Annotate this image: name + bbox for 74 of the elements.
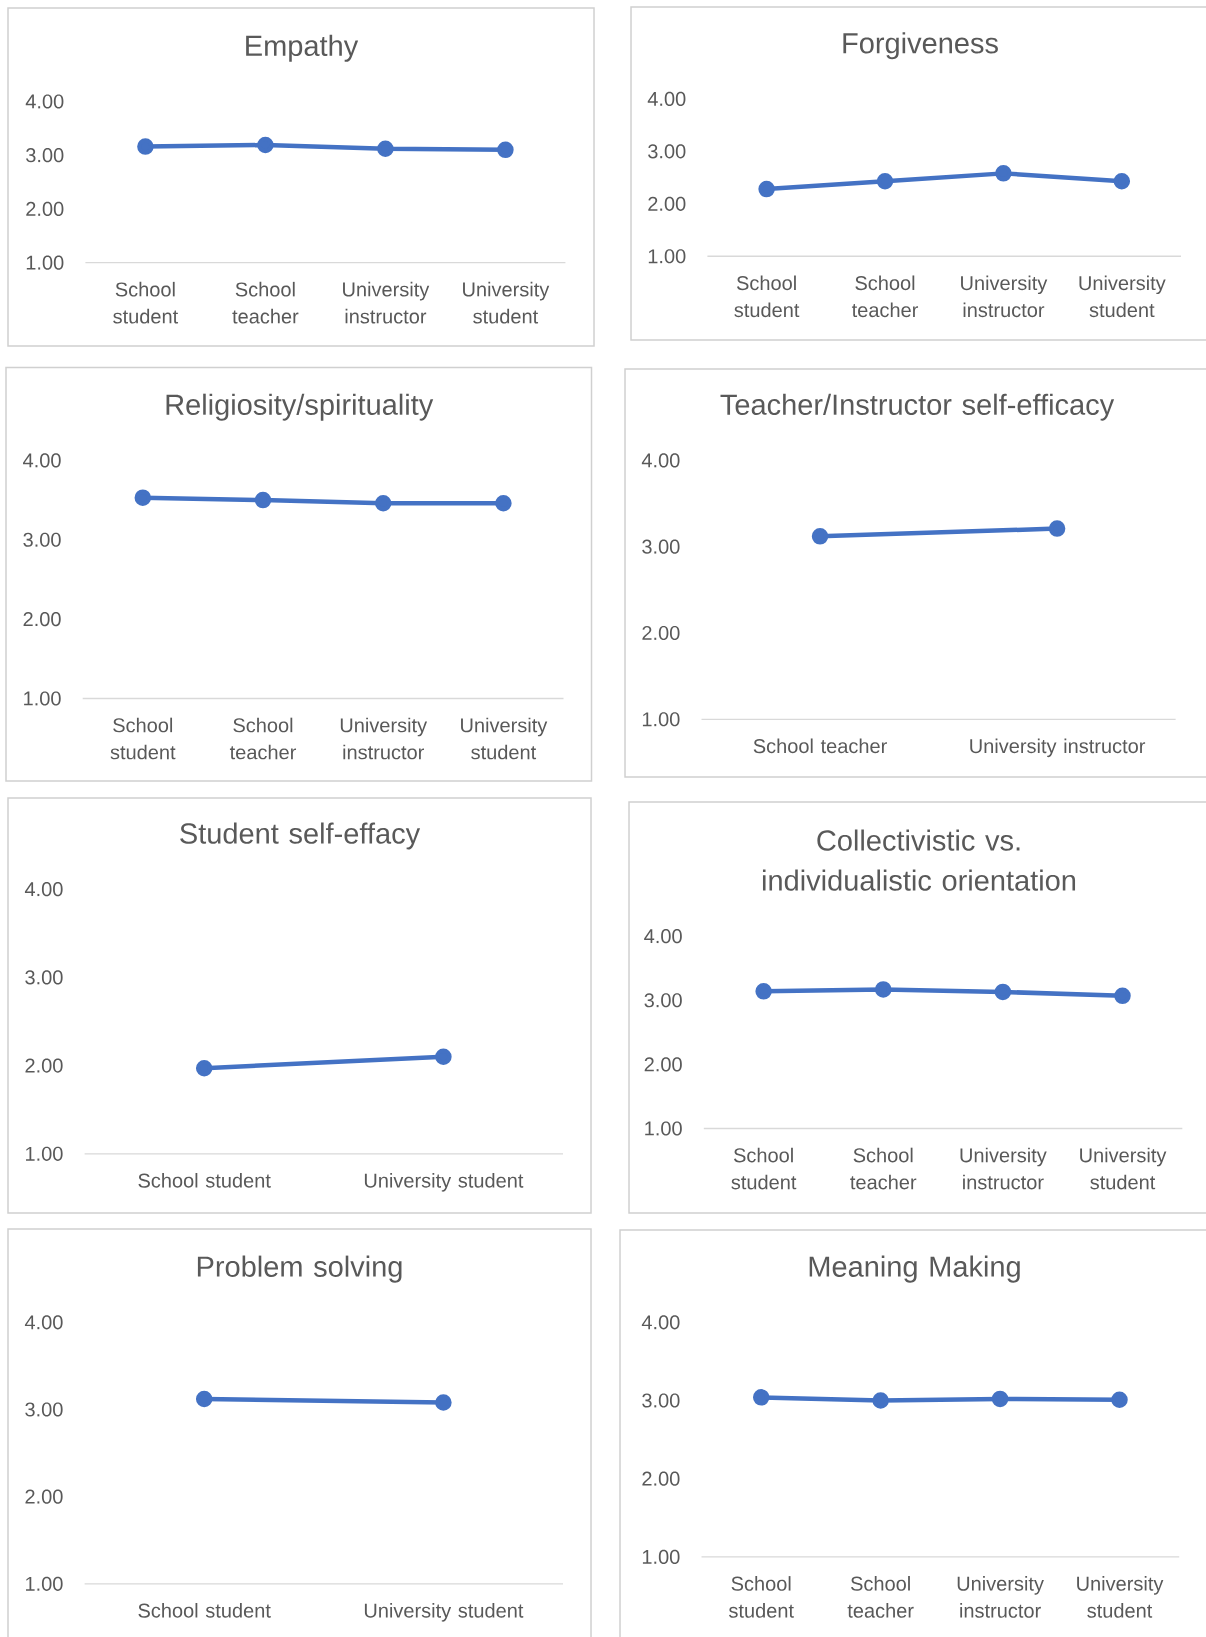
y-tick-label: 4.00 [647, 91, 686, 106]
x-tick-label: School teacher [847, 1576, 914, 1618]
y-tick-label: 1.00 [648, 249, 686, 264]
x-tick-label: University student [364, 1172, 524, 1192]
y-tick-label: 2.00 [642, 1471, 680, 1486]
x-tick-label: University instructor [961, 275, 1048, 318]
chart-title: Meaning Making [809, 1255, 1020, 1283]
x-tick-label: University student [364, 1602, 524, 1622]
y-tick-label: 3.00 [642, 1393, 680, 1408]
point [1113, 172, 1131, 190]
x-tick-label: University student [1080, 1147, 1167, 1190]
y-tick-label: 3.00 [23, 532, 61, 547]
x-tick-label: University instructor [340, 717, 428, 760]
x-tick-label: University student [463, 281, 550, 324]
point [1114, 987, 1131, 1005]
y-tick-label: 2.00 [25, 1489, 63, 1504]
y-tick-label: 1.00 [26, 1146, 63, 1161]
y-tick-label: 3.00 [644, 993, 682, 1008]
y-tick-label: 2.00 [26, 201, 64, 217]
x-tick-label: School student [113, 281, 179, 324]
y-tick-label: 4.00 [24, 1315, 63, 1330]
y-tick-label: 3.00 [26, 148, 64, 163]
chart-title: Problem solving [197, 1255, 402, 1283]
y-tick-label: 1.00 [26, 255, 64, 270]
x-tick-label: School student [110, 717, 176, 760]
y-tick-label: 4.00 [644, 929, 682, 944]
chart-title: Forgiveness [843, 32, 998, 60]
y-tick-label: 1.00 [26, 1576, 63, 1591]
x-tick-label: University instructor [960, 1147, 1047, 1190]
x-tick-label: University instructor [343, 281, 430, 324]
x-tick-label: School student [728, 1576, 794, 1618]
x-tick-label: University instructor [957, 1576, 1044, 1618]
chart-title: Teacher/Instructor self-efficacy [720, 393, 1115, 421]
x-tick-label: School teacher [850, 1147, 917, 1190]
x-tick-label: School teacher [753, 738, 887, 754]
chart-title: Empathy [246, 34, 359, 62]
x-tick-label: School student [731, 1147, 797, 1190]
y-tick-label: 2.00 [644, 1057, 682, 1072]
x-tick-label: University student [1079, 275, 1166, 318]
x-tick-label: School teacher [229, 717, 297, 760]
x-tick-label: School teacher [851, 275, 919, 318]
y-tick-label: 2.00 [642, 625, 680, 641]
x-tick-label: School teacher [232, 281, 299, 324]
y-tick-label: 4.00 [641, 1315, 680, 1330]
y-tick-label: 1.00 [642, 1549, 680, 1564]
chart-title: Student self-effacy [180, 822, 421, 850]
x-tick-label: School student [734, 275, 800, 318]
point [876, 172, 894, 190]
y-tick-label: 3.00 [648, 144, 686, 159]
y-tick-label: 3.00 [25, 1402, 63, 1417]
x-tick-label: School student [138, 1172, 271, 1188]
point [994, 983, 1012, 1001]
y-tick-label: 2.00 [648, 196, 686, 211]
y-tick-label: 1.00 [642, 712, 680, 727]
y-tick-label: 4.00 [641, 453, 680, 468]
x-tick-label: University student [1077, 1576, 1164, 1618]
point [875, 981, 892, 998]
y-tick-label: 3.00 [642, 539, 680, 554]
x-tick-label: School student [138, 1602, 271, 1618]
chart-title: Collectivistic vs. individualistic orientation [762, 829, 1076, 891]
y-tick-label: 2.00 [23, 612, 61, 627]
y-tick-label: 1.00 [645, 1121, 682, 1136]
point [758, 180, 775, 198]
y-tick-label: 3.00 [25, 970, 63, 985]
point [995, 165, 1012, 182]
y-tick-label: 1.00 [24, 691, 61, 706]
chart-title: Religiosity/spirituality [166, 393, 434, 421]
y-tick-label: 4.00 [23, 453, 61, 468]
x-tick-label: University instructor [970, 738, 1146, 758]
y-tick-label: 2.00 [25, 1058, 63, 1073]
y-tick-label: 4.00 [24, 882, 63, 897]
x-tick-label: University student [461, 717, 548, 760]
point [755, 983, 772, 1000]
y-tick-label: 4.00 [25, 94, 64, 109]
